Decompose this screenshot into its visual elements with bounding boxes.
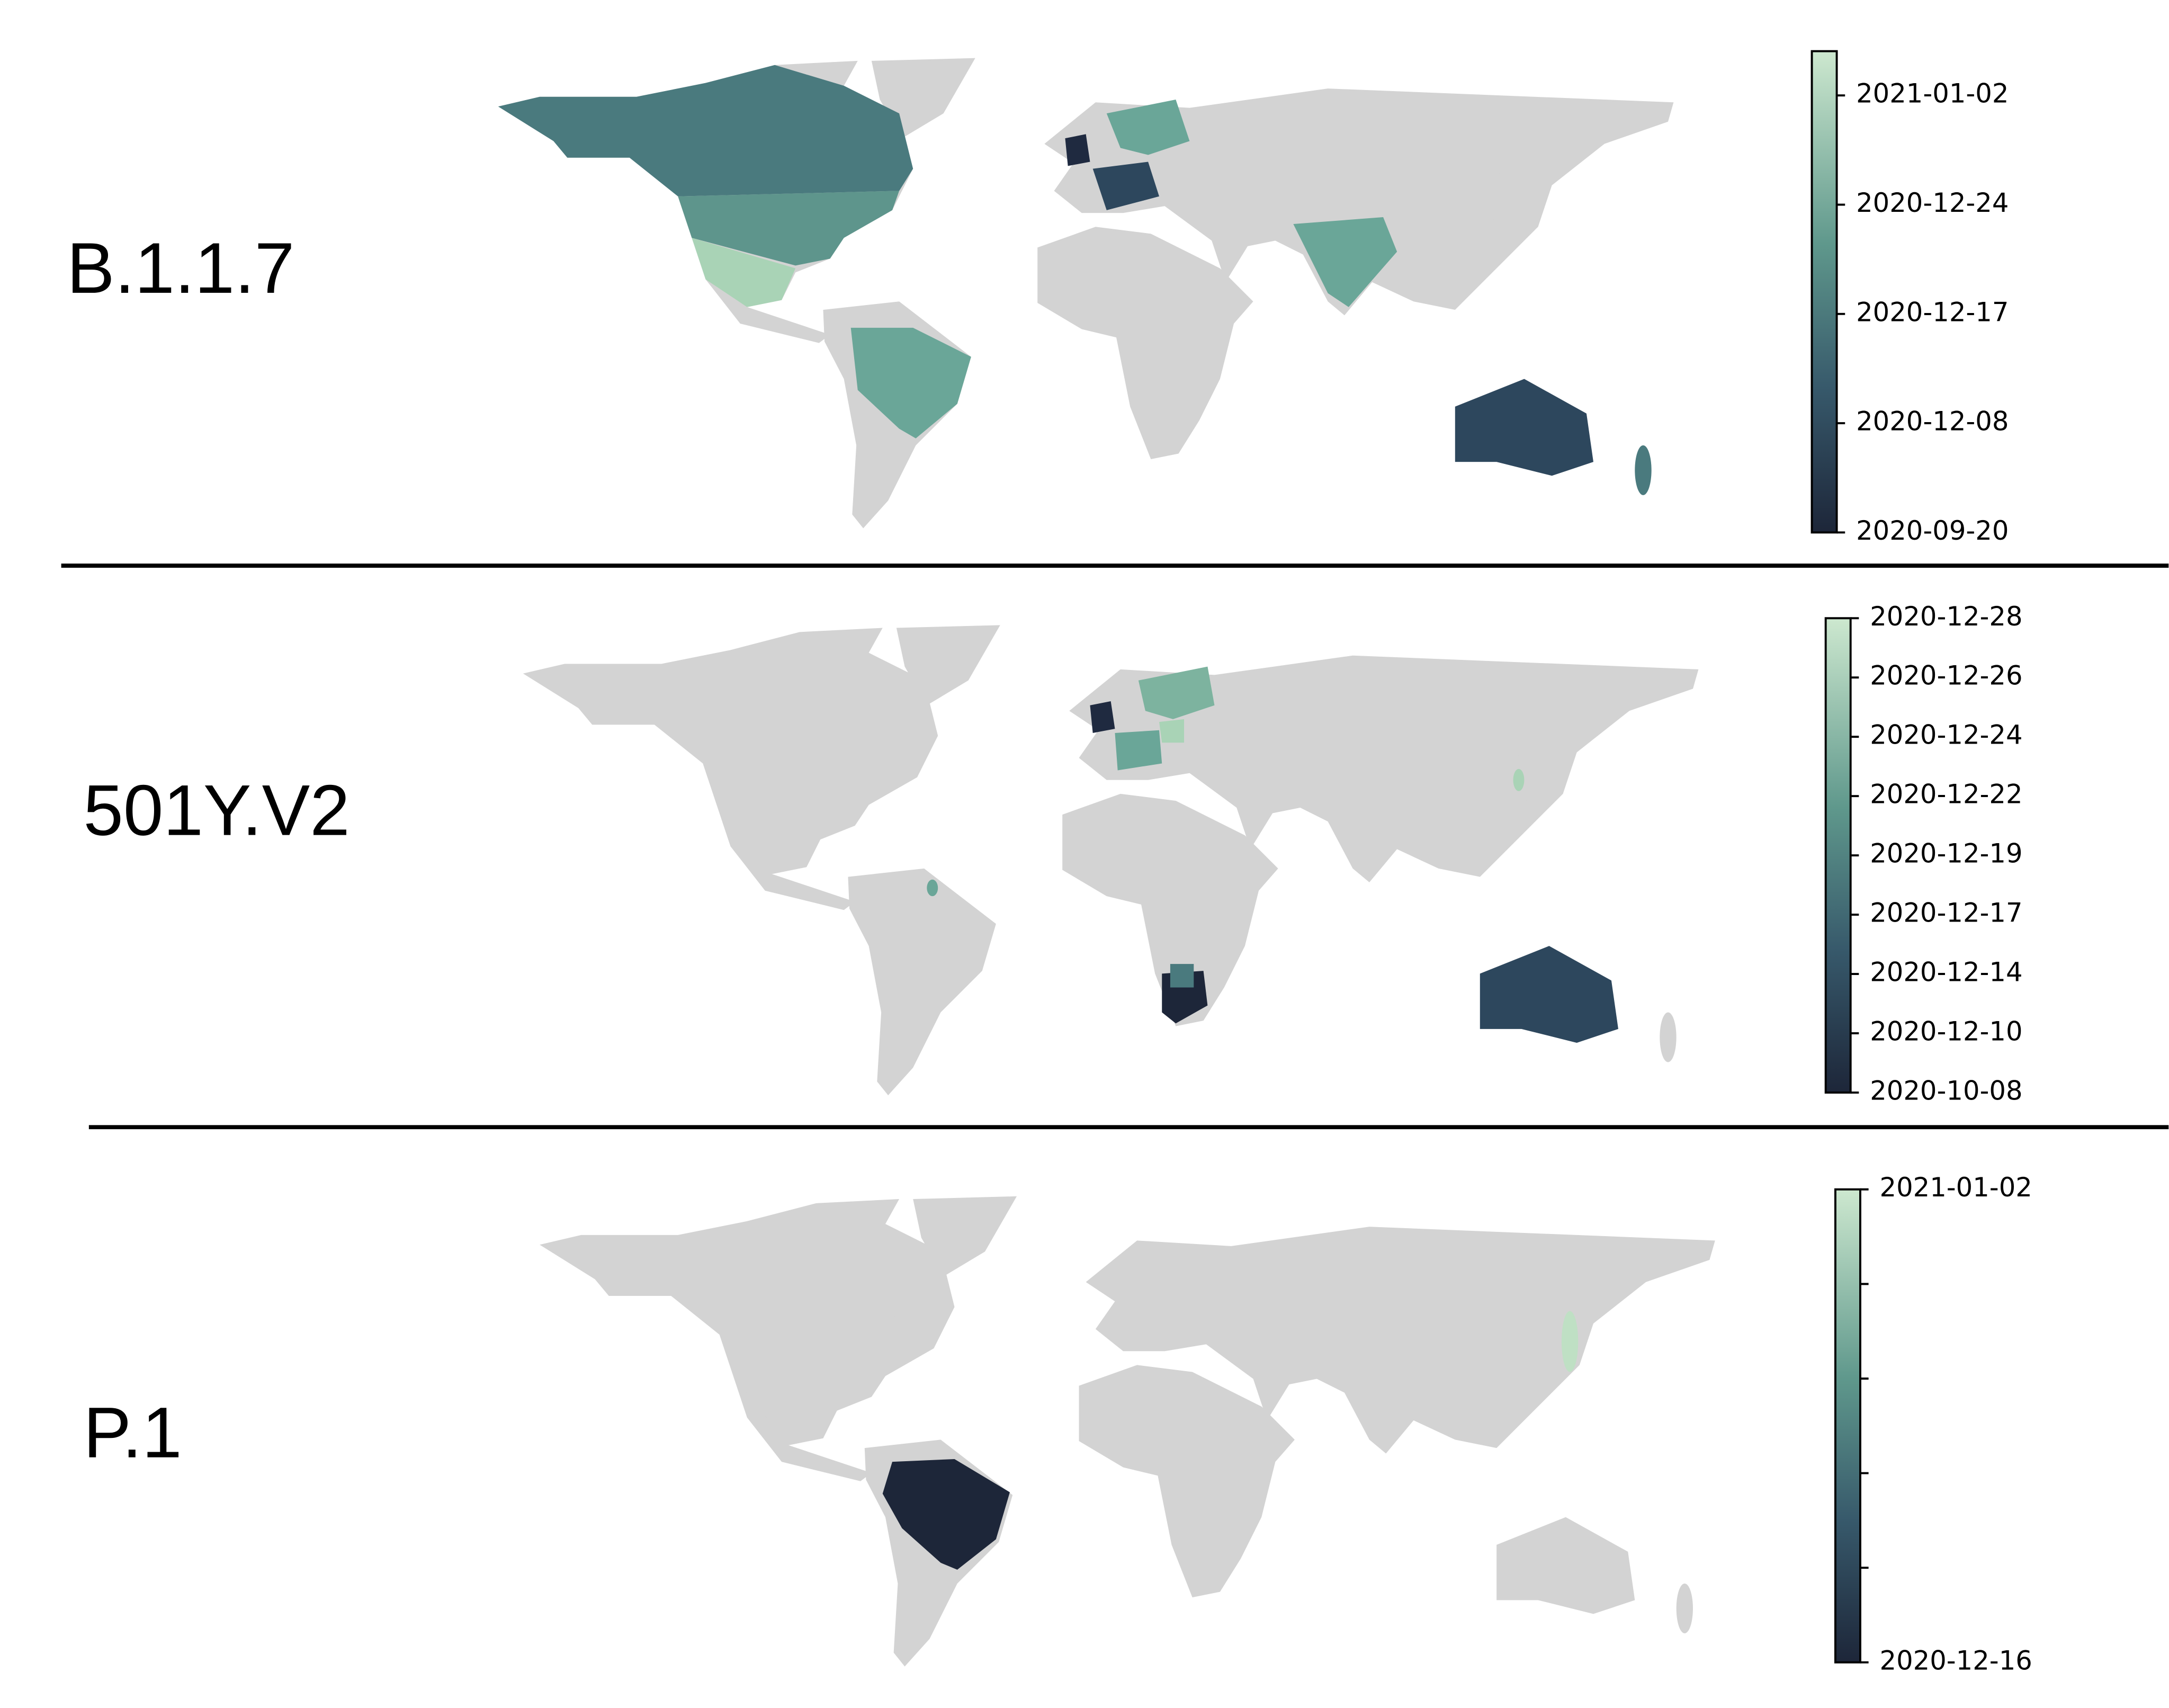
highlighted-countries (882, 1311, 1579, 1570)
country (498, 65, 913, 196)
colorbar-tick-label: 2021-01-02 (1856, 78, 2009, 109)
colorbar-tick-label: 2020-12-24 (1856, 187, 2009, 218)
country (692, 238, 796, 307)
country (1170, 964, 1194, 988)
country (1513, 768, 1525, 791)
colorbar-tick-label: 2020-12-08 (1856, 406, 2009, 437)
colorbar-tick-label: 2020-12-17 (1856, 297, 2009, 327)
colorbar-tick-label: 2020-12-24 (1870, 720, 2022, 750)
colorbar-tick-label: 2020-12-28 (1870, 601, 2022, 632)
colorbar-tick-label: 2020-12-26 (1870, 660, 2022, 691)
colorbar-tick-label: 2020-10-08 (1870, 1075, 2022, 1106)
colorbar-tick-label: 2021-01-02 (1880, 1172, 2032, 1203)
country (927, 879, 938, 897)
country (1293, 217, 1397, 307)
colorbar-tick-label: 2020-12-10 (1870, 1016, 2022, 1047)
country (678, 191, 900, 266)
colorbar (1824, 617, 1852, 1094)
country (850, 327, 971, 439)
country (1090, 701, 1115, 734)
country (1455, 379, 1593, 476)
country (1561, 1311, 1579, 1372)
panel: B.1.1.7 (67, 58, 1674, 529)
country (1106, 100, 1190, 155)
panel-label: 501Y.V2 (83, 770, 349, 851)
panel: P.1 (83, 1196, 1715, 1667)
country (1635, 445, 1652, 495)
highlighted-countries (498, 65, 1652, 495)
world-map (540, 1196, 1715, 1667)
panel-label: B.1.1.7 (67, 228, 294, 308)
colorbar-tick-label: 2020-12-22 (1870, 779, 2022, 810)
colorbar-tick-label: 2020-12-17 (1870, 898, 2022, 928)
colorbar-tick-label: 2020-12-14 (1870, 957, 2022, 988)
colorbar-tick-label: 2020-12-16 (1880, 1645, 2032, 1676)
colorbar-tick-label: 2020-09-20 (1856, 515, 2009, 546)
country (1159, 719, 1185, 743)
country (882, 1459, 1010, 1570)
colorbar (1834, 1188, 1861, 1664)
panel-label: P.1 (83, 1392, 182, 1473)
colorbar (1811, 50, 1838, 534)
country (1115, 730, 1162, 771)
country (1065, 134, 1090, 166)
country (1092, 162, 1160, 210)
country (1480, 946, 1618, 1043)
colorbar-tick-label: 2020-12-19 (1870, 838, 2022, 869)
country (1138, 666, 1215, 719)
highlighted-countries (927, 666, 1618, 1043)
panel: 501Y.V2 (83, 625, 1699, 1096)
